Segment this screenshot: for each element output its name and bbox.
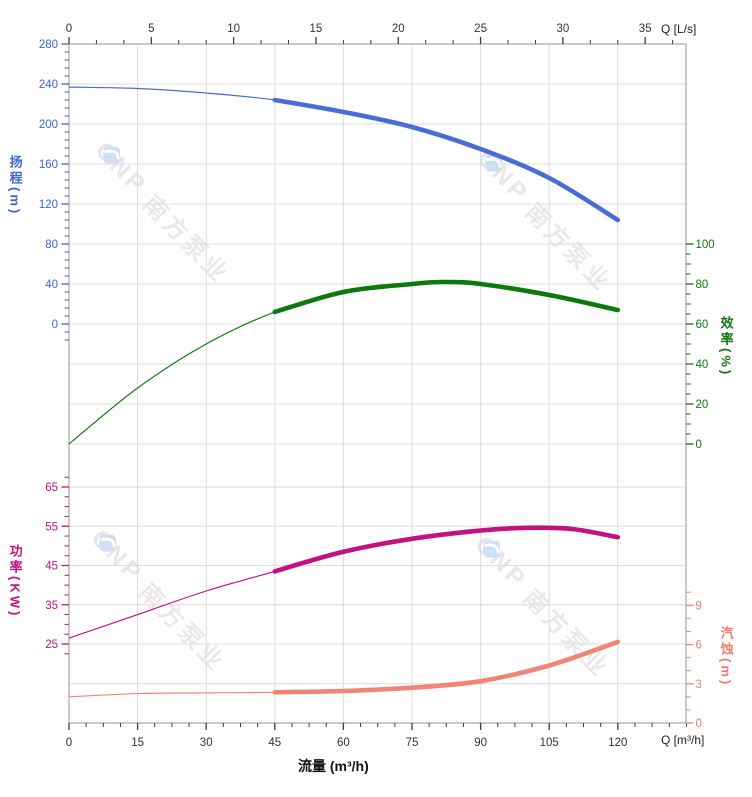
- svg-text:200: 200: [39, 119, 58, 131]
- svg-text:20: 20: [696, 399, 709, 411]
- svg-text:45: 45: [268, 737, 281, 749]
- brand-gem-icon: [483, 540, 501, 558]
- svg-text:65: 65: [45, 482, 58, 494]
- svg-text:30: 30: [200, 737, 213, 749]
- axis-title-head-unit: (m): [7, 187, 23, 217]
- efficiency-curve: [68, 279, 621, 445]
- svg-text:0: 0: [52, 319, 58, 331]
- head-curve: [68, 86, 621, 223]
- svg-text:280: 280: [39, 39, 58, 51]
- svg-text:25: 25: [474, 23, 487, 35]
- svg-text:80: 80: [696, 279, 709, 291]
- svg-text:75: 75: [406, 737, 419, 749]
- svg-text:20: 20: [392, 23, 405, 35]
- svg-text:0: 0: [696, 718, 702, 730]
- svg-text:10: 10: [227, 23, 240, 35]
- axis-title-bottom-q: Q [m³/h]: [661, 733, 705, 747]
- svg-text:0: 0: [66, 737, 72, 749]
- svg-text:60: 60: [696, 319, 709, 331]
- axis-npsh-ticks: 9 6 3 0: [686, 591, 702, 730]
- svg-text:35: 35: [45, 600, 58, 612]
- axis-title-flow: 流量 (m³/h): [298, 758, 369, 774]
- svg-text:60: 60: [337, 737, 350, 749]
- svg-text:120: 120: [39, 199, 58, 211]
- watermark: CNP 南方泵业: [469, 142, 622, 298]
- svg-text:40: 40: [45, 279, 58, 291]
- svg-text:0: 0: [66, 23, 72, 35]
- axis-title-power-unit: (KW): [7, 576, 23, 619]
- svg-text:100: 100: [696, 239, 715, 251]
- svg-text:15: 15: [131, 737, 144, 749]
- axis-eff-ticks: 100 80 60 40 20 0: [686, 239, 715, 451]
- svg-text:55: 55: [45, 521, 58, 533]
- axis-power-ticks: 65 55 45 35 25: [45, 476, 69, 655]
- svg-text:25: 25: [45, 639, 58, 651]
- axis-title-eff: 效率(%): [718, 316, 734, 377]
- axis-title-eff-unit: (%): [718, 348, 734, 378]
- svg-text:240: 240: [39, 79, 58, 91]
- svg-text:9: 9: [696, 600, 702, 612]
- svg-text:90: 90: [474, 737, 487, 749]
- axis-title-npsh-text: 汽蚀: [718, 626, 734, 658]
- watermark: CNP 南方泵业: [87, 134, 240, 290]
- axis-bottom-ticks: 0 15 30 45 60 75 90 105 120: [66, 723, 687, 749]
- svg-text:30: 30: [556, 23, 569, 35]
- svg-text:40: 40: [696, 359, 709, 371]
- axis-head-ticks: 280 240 200 160 120 80 40 0: [39, 39, 69, 341]
- npsh-curve: [68, 639, 621, 698]
- axis-top-ticks: 0 5 10 15 20 25 30 35: [66, 23, 674, 44]
- axis-title-eff-text: 效率: [718, 316, 734, 348]
- power-curve: [68, 525, 621, 639]
- svg-text:35: 35: [639, 23, 652, 35]
- svg-text:105: 105: [540, 737, 559, 749]
- watermark: CNP 南方泵业: [467, 528, 620, 684]
- watermark: CNP 南方泵业: [83, 522, 236, 678]
- frame: [68, 43, 687, 724]
- svg-text:15: 15: [310, 23, 323, 35]
- grid-lines: [69, 44, 686, 723]
- axis-title-top-q: Q [L/s]: [661, 22, 697, 36]
- svg-text:3: 3: [696, 679, 702, 691]
- svg-text:45: 45: [45, 561, 58, 573]
- axis-title-head: 扬程(m): [7, 155, 23, 216]
- axis-title-power-text: 功率: [7, 544, 23, 576]
- axis-title-npsh: 汽蚀(m): [718, 626, 734, 687]
- axis-title-npsh-unit: (m): [718, 658, 734, 688]
- axis-title-power: 功率(KW): [7, 544, 23, 618]
- svg-text:0: 0: [696, 439, 702, 451]
- svg-text:120: 120: [608, 737, 627, 749]
- svg-text:5: 5: [148, 23, 154, 35]
- brand-gem-icon: [99, 534, 117, 552]
- axis-title-head-text: 扬程: [7, 155, 23, 187]
- svg-text:80: 80: [45, 239, 58, 251]
- brand-gem-icon: [485, 154, 503, 172]
- brand-gem-icon: [103, 146, 121, 164]
- svg-text:6: 6: [696, 640, 702, 652]
- svg-text:160: 160: [39, 159, 58, 171]
